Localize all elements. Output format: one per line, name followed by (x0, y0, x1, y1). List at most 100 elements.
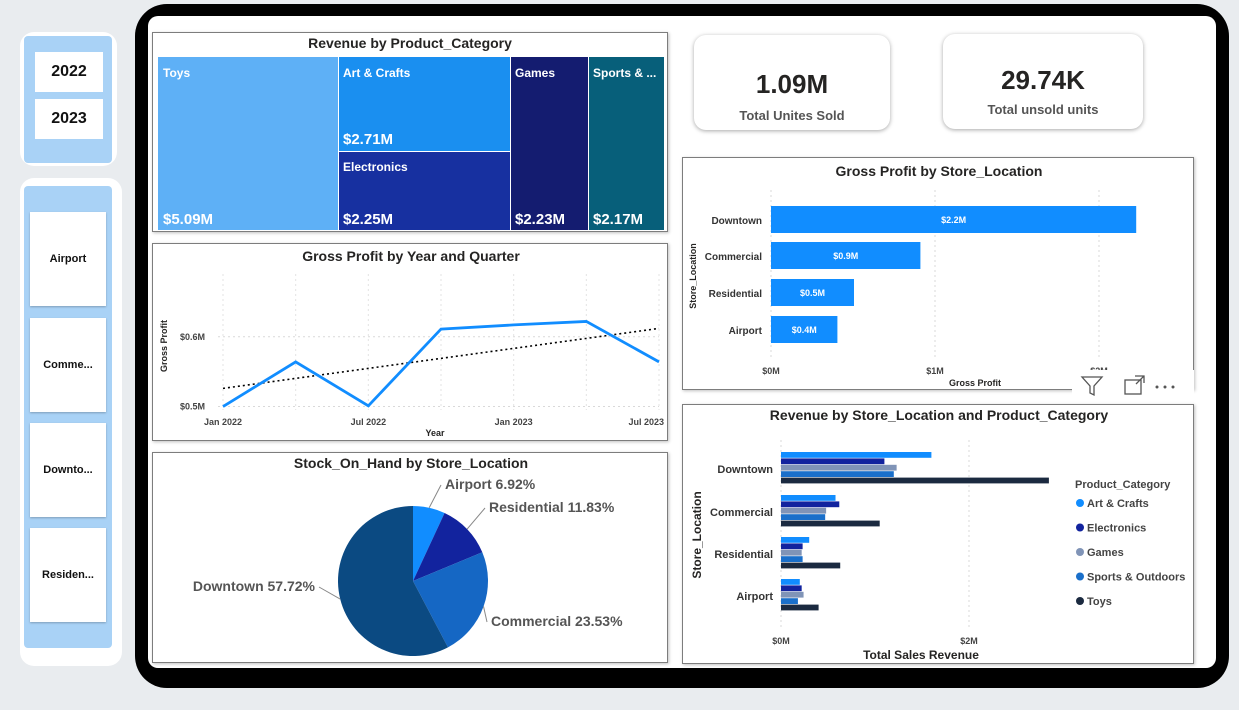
pie-leader-line (483, 606, 488, 623)
treemap-tile-value: $2.25M (343, 211, 394, 228)
treemap-tile-label: Art & Crafts (343, 66, 411, 80)
pie-chart-svg: Stock_On_Hand by Store_Location Airport … (193, 455, 623, 656)
line-chart-y-tick: $0.6M (180, 332, 205, 342)
treemap-tile-value: $5.09M (163, 211, 214, 228)
treemap-tile-electronics[interactable]: Electronics $2.25M (339, 152, 510, 230)
location-slicer: Airport Comme... Downto... Residen... (20, 178, 122, 666)
pie-slice-airport[interactable] (413, 506, 445, 581)
line-chart-x-tick: Jan 2023 (495, 417, 533, 427)
gp-bar-data-label: $0.5M (800, 288, 825, 298)
rv-chart-category-label: Airport (736, 591, 773, 603)
line-chart-x-tick: Jan 2022 (204, 417, 242, 427)
year-button-2022[interactable]: 2022 (35, 52, 103, 92)
treemap-tile-label: Toys (163, 66, 191, 80)
line-chart-y-tick: $0.5M (180, 402, 205, 412)
line-chart-series (222, 320, 660, 408)
kpi-card-unsold-units: 29.74K Total unsold units (943, 34, 1143, 129)
treemap-tile-sports-outdoors[interactable]: Sports & ... $2.17M (589, 57, 664, 230)
treemap-tile-value: $2.23M (515, 211, 566, 228)
line-chart-x-tick: Jul 2022 (351, 417, 387, 427)
rv-bar-downtown[interactable] (781, 458, 885, 465)
kpi-units-sold-label: Total Unites Sold (739, 108, 845, 123)
pie-data-label: Downtown 57.72% (193, 578, 316, 594)
location-slicer-background: Airport Comme... Downto... Residen... (24, 186, 112, 648)
rv-bar-residential[interactable] (781, 556, 803, 562)
pie-slice-commercial[interactable] (413, 552, 488, 648)
line-chart-trendline (222, 327, 660, 390)
gp-bar-downtown[interactable] (771, 206, 1137, 233)
rv-bar-airport[interactable] (781, 579, 800, 585)
treemap-tile-toys[interactable]: Toys $5.09M (158, 57, 338, 230)
year-slicer: 2022 2023 (20, 32, 117, 166)
rv-chart-x-axis-label: Total Sales Revenue (863, 648, 979, 662)
rv-bar-downtown[interactable] (781, 477, 1049, 484)
gp-chart-svg: Gross Profit by Store_Location Store_Loc… (688, 163, 1137, 388)
rv-bar-commercial[interactable] (781, 514, 826, 520)
gp-chart-y-axis-label: Store_Location (688, 243, 698, 309)
kpi-card-units-sold: 1.09M Total Unites Sold (694, 35, 890, 130)
line-chart-svg: Gross Profit by Year and Quarter Gross P… (159, 248, 664, 438)
filter-icon[interactable] (1080, 376, 1104, 397)
treemap-tile-art-crafts[interactable]: Art & Crafts $2.71M (339, 57, 510, 151)
rv-bar-downtown[interactable] (781, 471, 894, 477)
rv-bar-airport[interactable] (781, 585, 802, 592)
rv-bar-airport[interactable] (781, 591, 804, 598)
rv-bar-commercial[interactable] (781, 495, 836, 501)
year-button-2023[interactable]: 2023 (35, 99, 103, 139)
rv-bar-downtown[interactable] (781, 452, 932, 458)
pie-slice-residential[interactable] (413, 512, 483, 581)
treemap-tile-label: Games (515, 66, 556, 80)
more-options-icon[interactable] (1155, 385, 1175, 389)
location-button-residential[interactable]: Residen... (30, 528, 106, 622)
treemap-tile-value: $2.71M (343, 131, 394, 148)
line-chart-y-axis-label: Gross Profit (159, 320, 169, 372)
treemap-tile-label: Electronics (343, 160, 408, 174)
rv-bar-commercial[interactable] (781, 520, 880, 527)
gp-chart-category-label: Downtown (711, 216, 762, 227)
line-chart-x-axis-label: Year (425, 428, 445, 438)
rv-bar-commercial[interactable] (781, 507, 827, 514)
rv-chart-category-label: Residential (714, 549, 773, 561)
bar-chart-gross-profit-by-location[interactable]: Gross Profit by Store_Location Store_Loc… (682, 157, 1194, 390)
rv-bar-airport[interactable] (781, 598, 798, 604)
location-button-downtown[interactable]: Downto... (30, 423, 106, 517)
pie-chart-stock-by-location[interactable]: Stock_On_Hand by Store_Location Airport … (152, 452, 668, 663)
rv-legend-marker (1076, 499, 1084, 507)
treemap-tile-value: $2.17M (593, 211, 644, 228)
rv-bar-airport[interactable] (781, 604, 819, 611)
treemap-revenue-by-category[interactable]: Revenue by Product_Category Toys $5.09M … (152, 32, 668, 232)
gp-bar-data-label: $2.2M (941, 215, 966, 225)
pie-leader-line (466, 507, 486, 530)
rv-chart-category-label: Downtown (717, 464, 773, 476)
location-button-commercial[interactable]: Comme... (30, 318, 106, 412)
rv-legend-label: Art & Crafts (1087, 498, 1149, 510)
pie-data-label: Airport 6.92% (445, 476, 536, 492)
rv-legend-label: Sports & Outdoors (1087, 572, 1185, 584)
gp-chart-x-axis-label: Gross Profit (949, 378, 1001, 388)
rv-legend-marker (1076, 523, 1084, 532)
year-slicer-background: 2022 2023 (24, 36, 112, 163)
rv-bar-residential[interactable] (781, 537, 810, 543)
treemap-tile-label: Sports & ... (593, 66, 657, 80)
rv-legend-label: Toys (1087, 596, 1112, 608)
rv-bar-downtown[interactable] (781, 464, 897, 471)
rv-chart-title: Revenue by Store_Location and Product_Ca… (770, 407, 1109, 423)
rv-chart-y-axis-label: Store_Location (690, 491, 704, 578)
rv-bar-residential[interactable] (781, 549, 802, 556)
rv-bar-residential[interactable] (781, 562, 841, 569)
pie-data-label: Commercial 23.53% (491, 613, 623, 629)
rv-bar-residential[interactable] (781, 543, 803, 550)
line-chart-gross-profit-by-quarter[interactable]: Gross Profit by Year and Quarter Gross P… (152, 243, 668, 441)
pie-slice-downtown[interactable] (338, 506, 448, 656)
gp-bar-commercial[interactable] (771, 242, 921, 269)
gp-bar-residential[interactable] (771, 279, 854, 306)
location-button-airport[interactable]: Airport (30, 212, 106, 306)
clustered-bar-chart-revenue[interactable]: Revenue by Store_Location and Product_Ca… (682, 404, 1194, 664)
rv-legend-label: Electronics (1087, 523, 1146, 535)
gp-chart-category-label: Residential (709, 289, 763, 300)
rv-bar-commercial[interactable] (781, 501, 840, 508)
rv-legend-marker (1076, 597, 1084, 605)
treemap-tile-games[interactable]: Games $2.23M (511, 57, 588, 230)
focus-mode-icon[interactable] (1124, 375, 1145, 395)
gp-bar-airport[interactable] (771, 316, 838, 343)
